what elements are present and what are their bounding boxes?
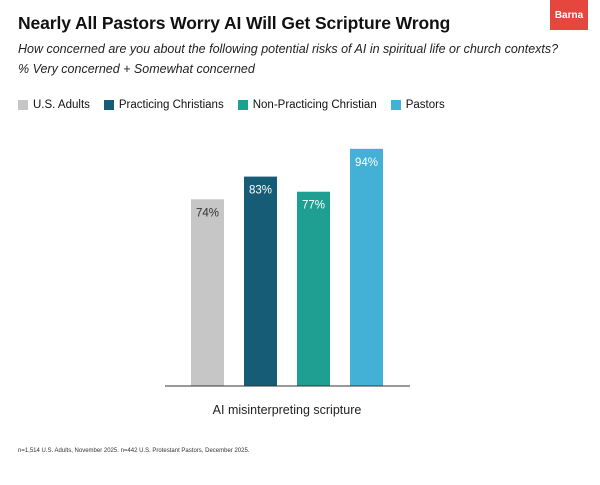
legend-label-non-practicing-christian: Non-Practicing Christian [252,99,377,111]
legend-swatch-non-practicing-christian [237,100,248,110]
bar-practicing-christians [244,176,277,386]
footnote: n=1,514 U.S. Adults, November 2025. n=44… [18,448,250,454]
bar-non-practicing-christian [297,191,330,386]
legend-item-us-adults: U.S. Adults [18,99,90,111]
barna-logo: Barna [550,0,588,30]
legend-item-non-practicing-christian: Non-Practicing Christian [237,99,377,111]
chart-title: Nearly All Pastors Worry AI Will Get Scr… [18,13,451,33]
data-label-non-practicing-christian: 77% [302,200,325,212]
legend-label-pastors: Pastors [405,99,445,111]
bar-u-s-adults [191,199,224,386]
legend-swatch-pastors [390,100,401,110]
data-label-practicing-christians: 83% [249,185,272,197]
legend-swatch-practicing-christians [103,100,114,110]
data-label-u-s-adults: 74% [196,207,219,219]
bars-group: 74% 83% 77% 94% [191,148,383,386]
legend-label-practicing-christians: Practicing Christians [118,99,224,111]
data-label-pastors: 94% [355,157,378,169]
legend-swatch-us-adults [18,100,28,110]
x-axis-category-label: AI misinterpreting scripture [213,403,362,417]
chart-measure: % Very concerned + Somewhat concerned [18,62,255,76]
legend: U.S. Adults Practicing Christians Non-Pr… [18,99,445,111]
legend-item-practicing-christians: Practicing Christians [103,99,224,111]
legend-item-pastors: Pastors [390,99,445,111]
bar-pastors [350,148,383,386]
legend-label-us-adults: U.S. Adults [33,99,90,111]
chart-subtitle: How concerned are you about the followin… [18,42,559,56]
